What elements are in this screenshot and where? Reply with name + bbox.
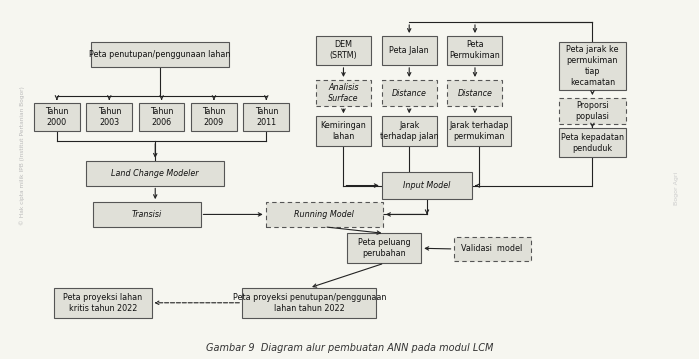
Text: Peta kepadatan
penduduk: Peta kepadatan penduduk — [561, 132, 624, 153]
Bar — [559, 128, 626, 158]
Bar — [91, 42, 229, 67]
Text: Running Model: Running Model — [294, 210, 354, 219]
Text: Bogor Agri: Bogor Agri — [675, 172, 679, 205]
Bar — [316, 116, 371, 146]
Bar — [447, 80, 503, 106]
Bar — [382, 80, 437, 106]
Text: DEM
(SRTM): DEM (SRTM) — [330, 41, 357, 61]
Text: © Hak cipta milik IPB (Institut Pertanian Bogor): © Hak cipta milik IPB (Institut Pertania… — [19, 87, 25, 225]
Text: Validasi  model: Validasi model — [461, 244, 523, 253]
Bar — [87, 161, 224, 186]
Text: Analisis
Surface: Analisis Surface — [329, 83, 359, 103]
Text: Peta
Permukiman: Peta Permukiman — [449, 41, 500, 61]
Bar — [382, 36, 437, 65]
Bar — [266, 202, 383, 227]
Text: Proporsi
populasi: Proporsi populasi — [575, 101, 610, 121]
Text: Peta jarak ke
permukiman
tiap
kecamatan: Peta jarak ke permukiman tiap kecamatan — [566, 45, 619, 87]
Text: Peta peluang
perubahan: Peta peluang perubahan — [358, 238, 411, 258]
Text: Distance: Distance — [391, 89, 426, 98]
Bar — [316, 80, 371, 106]
Text: Tahun
2006: Tahun 2006 — [150, 107, 173, 127]
Text: Jarak terhadap
permukiman: Jarak terhadap permukiman — [449, 121, 509, 141]
Text: Land Change Modeler: Land Change Modeler — [111, 169, 199, 178]
Bar — [447, 36, 503, 65]
Text: Input Model: Input Model — [403, 181, 451, 190]
Text: Tahun
2000: Tahun 2000 — [45, 107, 69, 127]
Text: Kemiringan
lahan: Kemiringan lahan — [321, 121, 366, 141]
Text: Gambar 9  Diagram alur pembuatan ANN pada modul LCM: Gambar 9 Diagram alur pembuatan ANN pada… — [206, 342, 493, 353]
Text: Jarak
terhadap jalan: Jarak terhadap jalan — [380, 121, 438, 141]
Bar — [316, 36, 371, 65]
Bar — [447, 116, 511, 146]
Text: Peta proyeksi penutupan/penggunaan
lahan tahun 2022: Peta proyeksi penutupan/penggunaan lahan… — [233, 293, 386, 313]
Bar — [243, 103, 289, 131]
Text: Peta Jalan: Peta Jalan — [389, 46, 429, 55]
Bar — [454, 237, 531, 261]
Bar — [87, 103, 132, 131]
Bar — [139, 103, 185, 131]
Bar — [347, 233, 421, 263]
Bar — [382, 172, 473, 199]
Text: Tahun
2003: Tahun 2003 — [98, 107, 121, 127]
Bar — [242, 288, 376, 318]
Text: Peta proyeksi lahan
kritis tahun 2022: Peta proyeksi lahan kritis tahun 2022 — [64, 293, 143, 313]
Text: Tahun
2009: Tahun 2009 — [202, 107, 226, 127]
Text: Distance: Distance — [458, 89, 492, 98]
Text: Transisi: Transisi — [131, 210, 162, 219]
Text: Peta penutupan/penggunaan lahan: Peta penutupan/penggunaan lahan — [89, 50, 231, 59]
Bar — [55, 288, 152, 318]
Bar — [559, 98, 626, 125]
Bar — [382, 116, 437, 146]
Bar — [191, 103, 237, 131]
Bar — [559, 42, 626, 90]
Bar — [34, 103, 80, 131]
Text: Tahun
2011: Tahun 2011 — [254, 107, 278, 127]
Bar — [93, 202, 201, 227]
